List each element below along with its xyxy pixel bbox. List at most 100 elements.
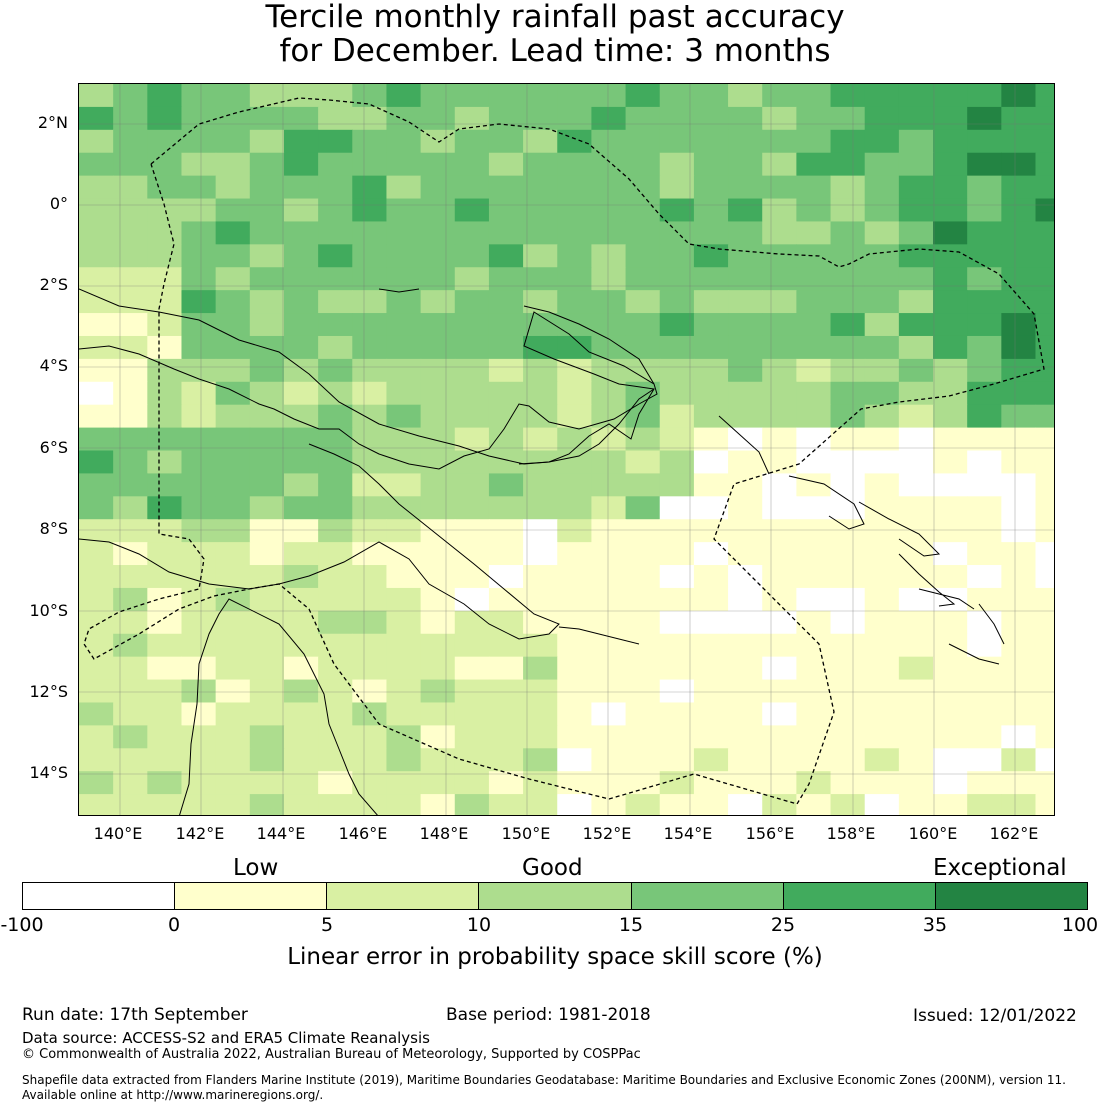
skill-grid-cell	[181, 794, 217, 815]
coastline-new-ireland	[523, 305, 655, 385]
skill-grid-cell	[1001, 175, 1037, 200]
skill-grid-cell	[693, 473, 729, 497]
skill-grid-cell	[728, 175, 763, 200]
skill-grid-cell	[215, 335, 251, 360]
skill-grid-cell	[1001, 656, 1037, 681]
skill-grid-cell	[283, 542, 319, 566]
skill-grid-cell	[762, 748, 797, 772]
skill-grid-cell	[318, 496, 353, 520]
skill-grid-cell	[147, 404, 183, 429]
skill-grid-cell	[830, 565, 866, 589]
skill-grid-cell	[523, 244, 558, 268]
skill-grid-cell	[898, 519, 934, 543]
skill-grid-cell	[488, 587, 524, 612]
skill-grid-cell	[113, 587, 148, 612]
skill-grid-cell	[113, 725, 148, 749]
skill-grid-cell	[454, 794, 490, 815]
skill-grid-cell	[659, 313, 695, 337]
skill-grid-cell	[557, 106, 593, 131]
skill-grid-cell	[181, 313, 217, 337]
skill-grid-cell	[728, 244, 763, 268]
lon-label-162e: 162°E	[989, 824, 1039, 843]
skill-grid-cell	[830, 175, 866, 200]
skill-grid-cell	[864, 565, 900, 589]
skill-grid-cell	[488, 84, 524, 108]
skill-grid-cell	[796, 771, 832, 795]
skill-grid-cell	[488, 358, 524, 383]
skill-grid-cell	[113, 106, 148, 131]
lon-label-156e: 156°E	[745, 824, 795, 843]
skill-grid-cell	[1035, 381, 1054, 406]
skill-grid-cell	[283, 106, 319, 131]
skill-grid-cell	[557, 771, 593, 795]
skill-grid-cell	[693, 542, 729, 566]
skill-grid-cell	[898, 542, 934, 566]
skill-grid-cell	[147, 152, 183, 177]
lon-label-142e: 142°E	[175, 824, 225, 843]
skill-grid-cell	[796, 129, 832, 154]
skill-grid-cell	[318, 656, 353, 681]
skill-grid-cell	[113, 519, 148, 543]
skill-grid-cell	[181, 771, 217, 795]
skill-grid-cell	[728, 496, 763, 520]
skill-grid-cell	[386, 244, 422, 268]
skill-grid-cell	[864, 427, 900, 452]
skill-grid-cell	[488, 152, 524, 177]
skill-grid-cell	[1001, 771, 1037, 795]
skill-grid-cell	[488, 427, 524, 452]
skill-grid-cell	[830, 633, 866, 658]
skill-grid-cell	[488, 106, 524, 131]
skill-grid-cell	[796, 404, 832, 429]
skill-grid-cell	[591, 244, 627, 268]
skill-grid-cell	[386, 679, 422, 704]
colorbar-segment-1	[23, 883, 176, 909]
skill-grid-cell	[796, 358, 832, 383]
skill-grid-cell	[864, 290, 900, 314]
skill-grid-cell	[898, 702, 934, 726]
skill-grid-cell	[933, 381, 968, 406]
skill-grid-cell	[796, 175, 832, 200]
skill-grid-cell	[523, 633, 558, 658]
skill-grid-cell	[249, 358, 285, 383]
skill-grid-cell	[386, 656, 422, 681]
skill-grid-cell	[1035, 725, 1054, 749]
colorbar-tick-25: 25	[770, 914, 796, 936]
skill-grid-cell	[420, 267, 456, 291]
skill-grid-cell	[147, 84, 183, 108]
skill-grid-cell	[693, 496, 729, 520]
skill-grid-cell	[215, 450, 251, 475]
skill-grid-cell	[967, 427, 1002, 452]
skill-grid-cell	[318, 267, 353, 291]
skill-grid-cell	[147, 290, 183, 314]
skill-grid-cell	[967, 633, 1002, 658]
skill-grid-cell	[762, 427, 797, 452]
skill-grid-cell	[420, 244, 456, 268]
skill-grid-cell	[79, 152, 114, 177]
skill-grid-cell	[386, 129, 422, 154]
skill-grid-cell	[762, 542, 797, 566]
skill-grid-cell	[113, 496, 148, 520]
skill-grid-cell	[1035, 794, 1054, 815]
skill-grid-cell	[659, 175, 695, 200]
skill-grid-cell	[557, 427, 593, 452]
skill-grid-cell	[864, 450, 900, 475]
skill-grid-cell	[625, 519, 661, 543]
skill-grid-cell	[283, 244, 319, 268]
skill-grid-cell	[728, 267, 763, 291]
skill-grid-cell	[215, 381, 251, 406]
skill-grid-cell	[693, 106, 729, 131]
skill-grid-cell	[693, 771, 729, 795]
skill-grid-cell	[249, 335, 285, 360]
skill-grid-cell	[79, 587, 114, 612]
skill-grid-cell	[454, 335, 490, 360]
skill-grid-cell	[728, 152, 763, 177]
skill-grid-cell	[864, 725, 900, 749]
skill-grid-cell	[283, 129, 319, 154]
lat-label-10s: 10°S	[29, 601, 68, 620]
skill-grid-cell	[796, 290, 832, 314]
skill-grid-cell	[591, 106, 627, 131]
skill-grid-cell	[625, 794, 661, 815]
skill-grid-cell	[420, 221, 456, 245]
skill-grid-cell	[352, 450, 388, 475]
skill-grid-cell	[523, 519, 558, 543]
